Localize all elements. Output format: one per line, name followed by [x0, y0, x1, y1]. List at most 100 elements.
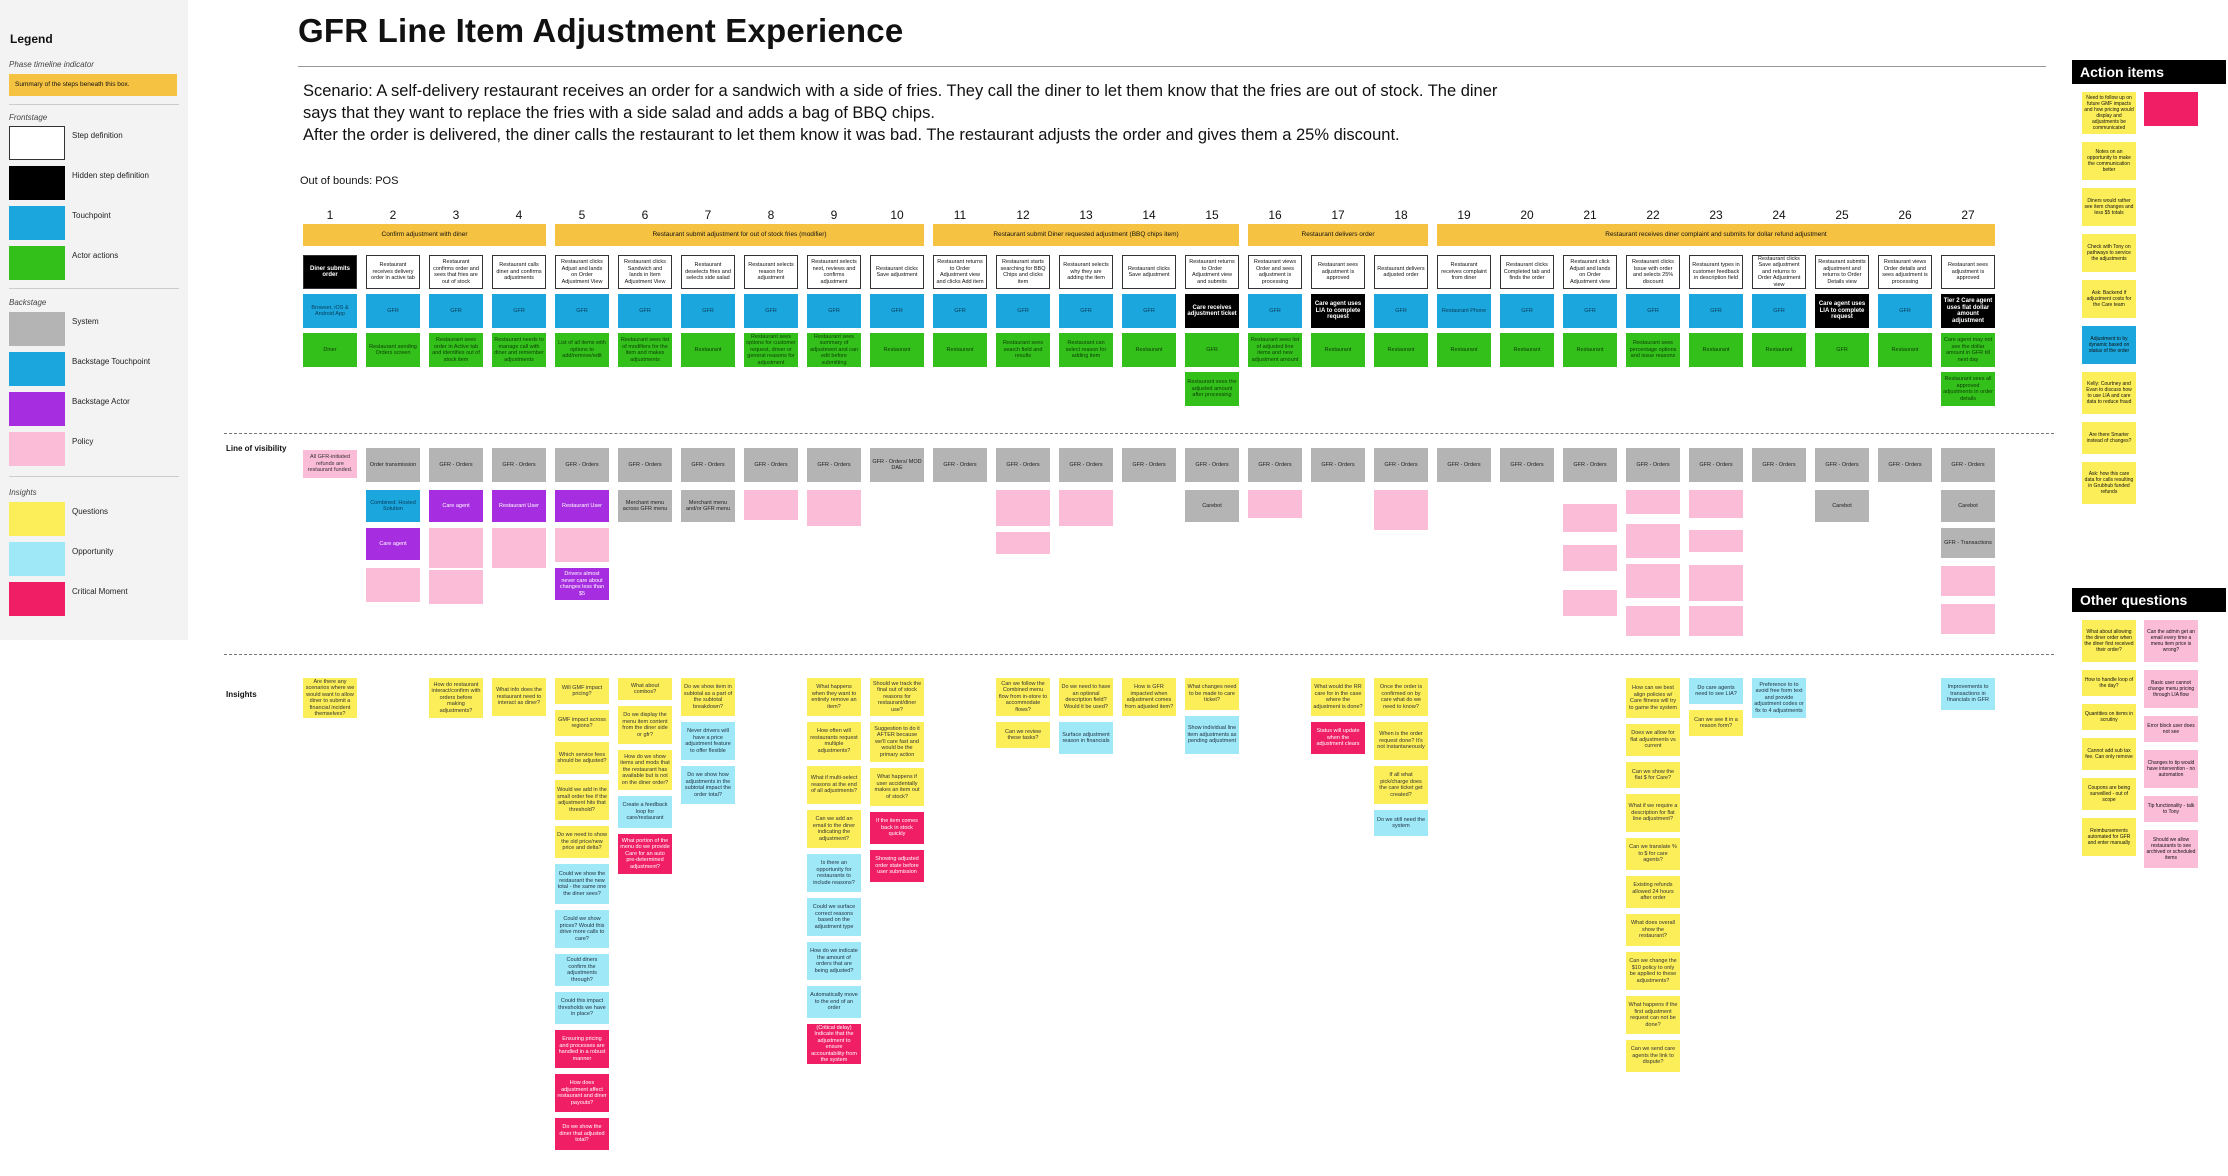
system-card: GFR - Orders [1500, 448, 1554, 482]
legend-phase-sample: Summary of the steps beneath this box. [9, 74, 177, 96]
touchpoint-card: GFR [807, 294, 861, 328]
step-card: Diner submits order [303, 255, 357, 289]
policy-note [1689, 565, 1743, 601]
touchpoint-card: GFR [1122, 294, 1176, 328]
question-note: Can we translate % to $ for care agents? [1626, 838, 1680, 870]
question-note: Can we send care agents the link to disp… [1626, 1040, 1680, 1072]
action-item-note: Diners would rather see item changes and… [2082, 188, 2136, 226]
policy-note [1374, 490, 1428, 530]
system-card: Carebot [1941, 490, 1995, 522]
system-card: GFR - Orders [1248, 448, 1302, 482]
question-note: Can we add an email to the diner indicat… [807, 810, 861, 848]
column-number: 14 [1142, 208, 1156, 222]
policy-note [1689, 530, 1743, 552]
system-card: GFR - Orders/ MOD DAE [870, 448, 924, 482]
step-card: Restaurant types in customer feedback in… [1689, 255, 1743, 289]
touchpoint-card: GFR [1626, 294, 1680, 328]
question-note: Suggestion to do it AFTER because we'll … [870, 722, 924, 762]
legend-backstage-header: Backstage [9, 298, 47, 307]
critical-note: Ensuring pricing and processes are handl… [555, 1030, 609, 1068]
system-card: GFR - Orders [1122, 448, 1176, 482]
touchpoint-card: GFR [1689, 294, 1743, 328]
touchpoint-card: GFR [1248, 294, 1302, 328]
column-number: 4 [515, 208, 523, 222]
question-note: Does we allow for flat adjustments vs cu… [1626, 724, 1680, 756]
policy-note [1563, 504, 1617, 532]
system-card: GFR - Orders [1815, 448, 1869, 482]
step-card: Restaurant clicks Save adjustment [870, 255, 924, 289]
column-number: 15 [1205, 208, 1219, 222]
legend-insights-header: Insights [9, 488, 37, 497]
policy-note [996, 532, 1050, 554]
touchpoint-card: GFR [366, 294, 420, 328]
title-divider [298, 66, 2046, 67]
touchpoint-card: GFR [1059, 294, 1113, 328]
critical-note: (Critical delay) Indicate that the adjus… [807, 1024, 861, 1064]
policy-note [1941, 566, 1995, 596]
actor-card: Restaurant [1878, 333, 1932, 367]
question-note: What would the RR care for in the case w… [1311, 678, 1365, 716]
policy-note [1248, 490, 1302, 518]
backstage-actor-card: Restaurant User [492, 490, 546, 522]
scenario-line-2: says that they want to replace the fries… [303, 104, 935, 122]
legend-touchpoint-label: Touchpoint [72, 211, 111, 220]
touchpoint-card: Browser, iOS & Android App [303, 294, 357, 328]
step-card: Restaurant sees adjustment is approved [1941, 255, 1995, 289]
question-note: How is GFR impacted when adjustment come… [1122, 678, 1176, 716]
action-item-note: Ask: Backend if adjustment costs for the… [2082, 280, 2136, 318]
critical-note: How does adjustment affect restaurant an… [555, 1074, 609, 1112]
system-card: Carebot [1185, 490, 1239, 522]
opportunity-note: Do care agents need to see LIA? [1689, 678, 1743, 704]
question-note: Can we review these tasks? [996, 722, 1050, 748]
touchpoint-card: GFR [870, 294, 924, 328]
actor-card: Restaurant sees percentage options and i… [1626, 333, 1680, 367]
opportunity-note: Could we show the restaurant the new tot… [555, 864, 609, 904]
step-card: Restaurant delivers adjusted order [1374, 255, 1428, 289]
column-number: 9 [830, 208, 838, 222]
column-number: 25 [1835, 208, 1849, 222]
actor-card: Restaurant sees search field and results [996, 333, 1050, 367]
system-card: Carebot [1815, 490, 1869, 522]
column-number: 19 [1457, 208, 1471, 222]
question-note: Which service fees should be adjusted? [555, 742, 609, 774]
touchpoint-card: GFR [492, 294, 546, 328]
step-card: Restaurant click Adjust and lands on Ord… [1563, 255, 1617, 289]
line-of-visibility [224, 433, 2054, 434]
critical-note: Showing adjusted order state before user… [870, 850, 924, 882]
question-note: Are there any scenarios where we would w… [303, 678, 357, 718]
insights-label: Insights [226, 690, 257, 699]
opportunity-note: Could we surface correct reasons based o… [807, 898, 861, 936]
legend-backstage-touchpoint-label: Backstage Touchpoint [72, 357, 151, 366]
legend-swatch-actor [9, 246, 65, 280]
touchpoint-card: GFR [555, 294, 609, 328]
actor-card: List of all items with options to add/re… [555, 333, 609, 367]
question-note: How do restaurant interact/confirm with … [429, 678, 483, 718]
column-number: 5 [578, 208, 586, 222]
question-note: Do we display the menu item content from… [618, 706, 672, 744]
touchpoint-card: GFR [1752, 294, 1806, 328]
legend-swatch-step [9, 126, 65, 160]
question-note: Can we show the flat $ for Care? [1626, 762, 1680, 788]
legend-swatch-questions [9, 502, 65, 536]
column-number: 18 [1394, 208, 1408, 222]
phase-bar: Restaurant submit adjustment for out of … [555, 224, 924, 246]
system-card: GFR - Orders [1059, 448, 1113, 482]
insights-divider [224, 654, 2054, 655]
system-card: GFR - Orders [1941, 448, 1995, 482]
step-card: Restaurant calls diner and confirms adju… [492, 255, 546, 289]
system-card: GFR - Orders [1626, 448, 1680, 482]
policy-note [1563, 545, 1617, 571]
column-number: 27 [1961, 208, 1975, 222]
opportunity-note: Show individual line item adjustments as… [1185, 716, 1239, 754]
step-card: Restaurant selects why they are adding t… [1059, 255, 1113, 289]
column-number: 10 [890, 208, 904, 222]
other-question-note: How to handle loop of the day? [2082, 670, 2136, 696]
question-note: Can we see it in a reason form? [1689, 710, 1743, 736]
system-card: GFR - Transactions [1941, 528, 1995, 558]
column-number: 23 [1709, 208, 1723, 222]
actor-card: Restaurant sees order in Active tab and … [429, 333, 483, 367]
column-number: 12 [1016, 208, 1030, 222]
legend-backstage-actor-label: Backstage Actor [72, 397, 130, 406]
step-card: Restaurant clicks Completed tab and find… [1500, 255, 1554, 289]
system-card: GFR - Orders [681, 448, 735, 482]
